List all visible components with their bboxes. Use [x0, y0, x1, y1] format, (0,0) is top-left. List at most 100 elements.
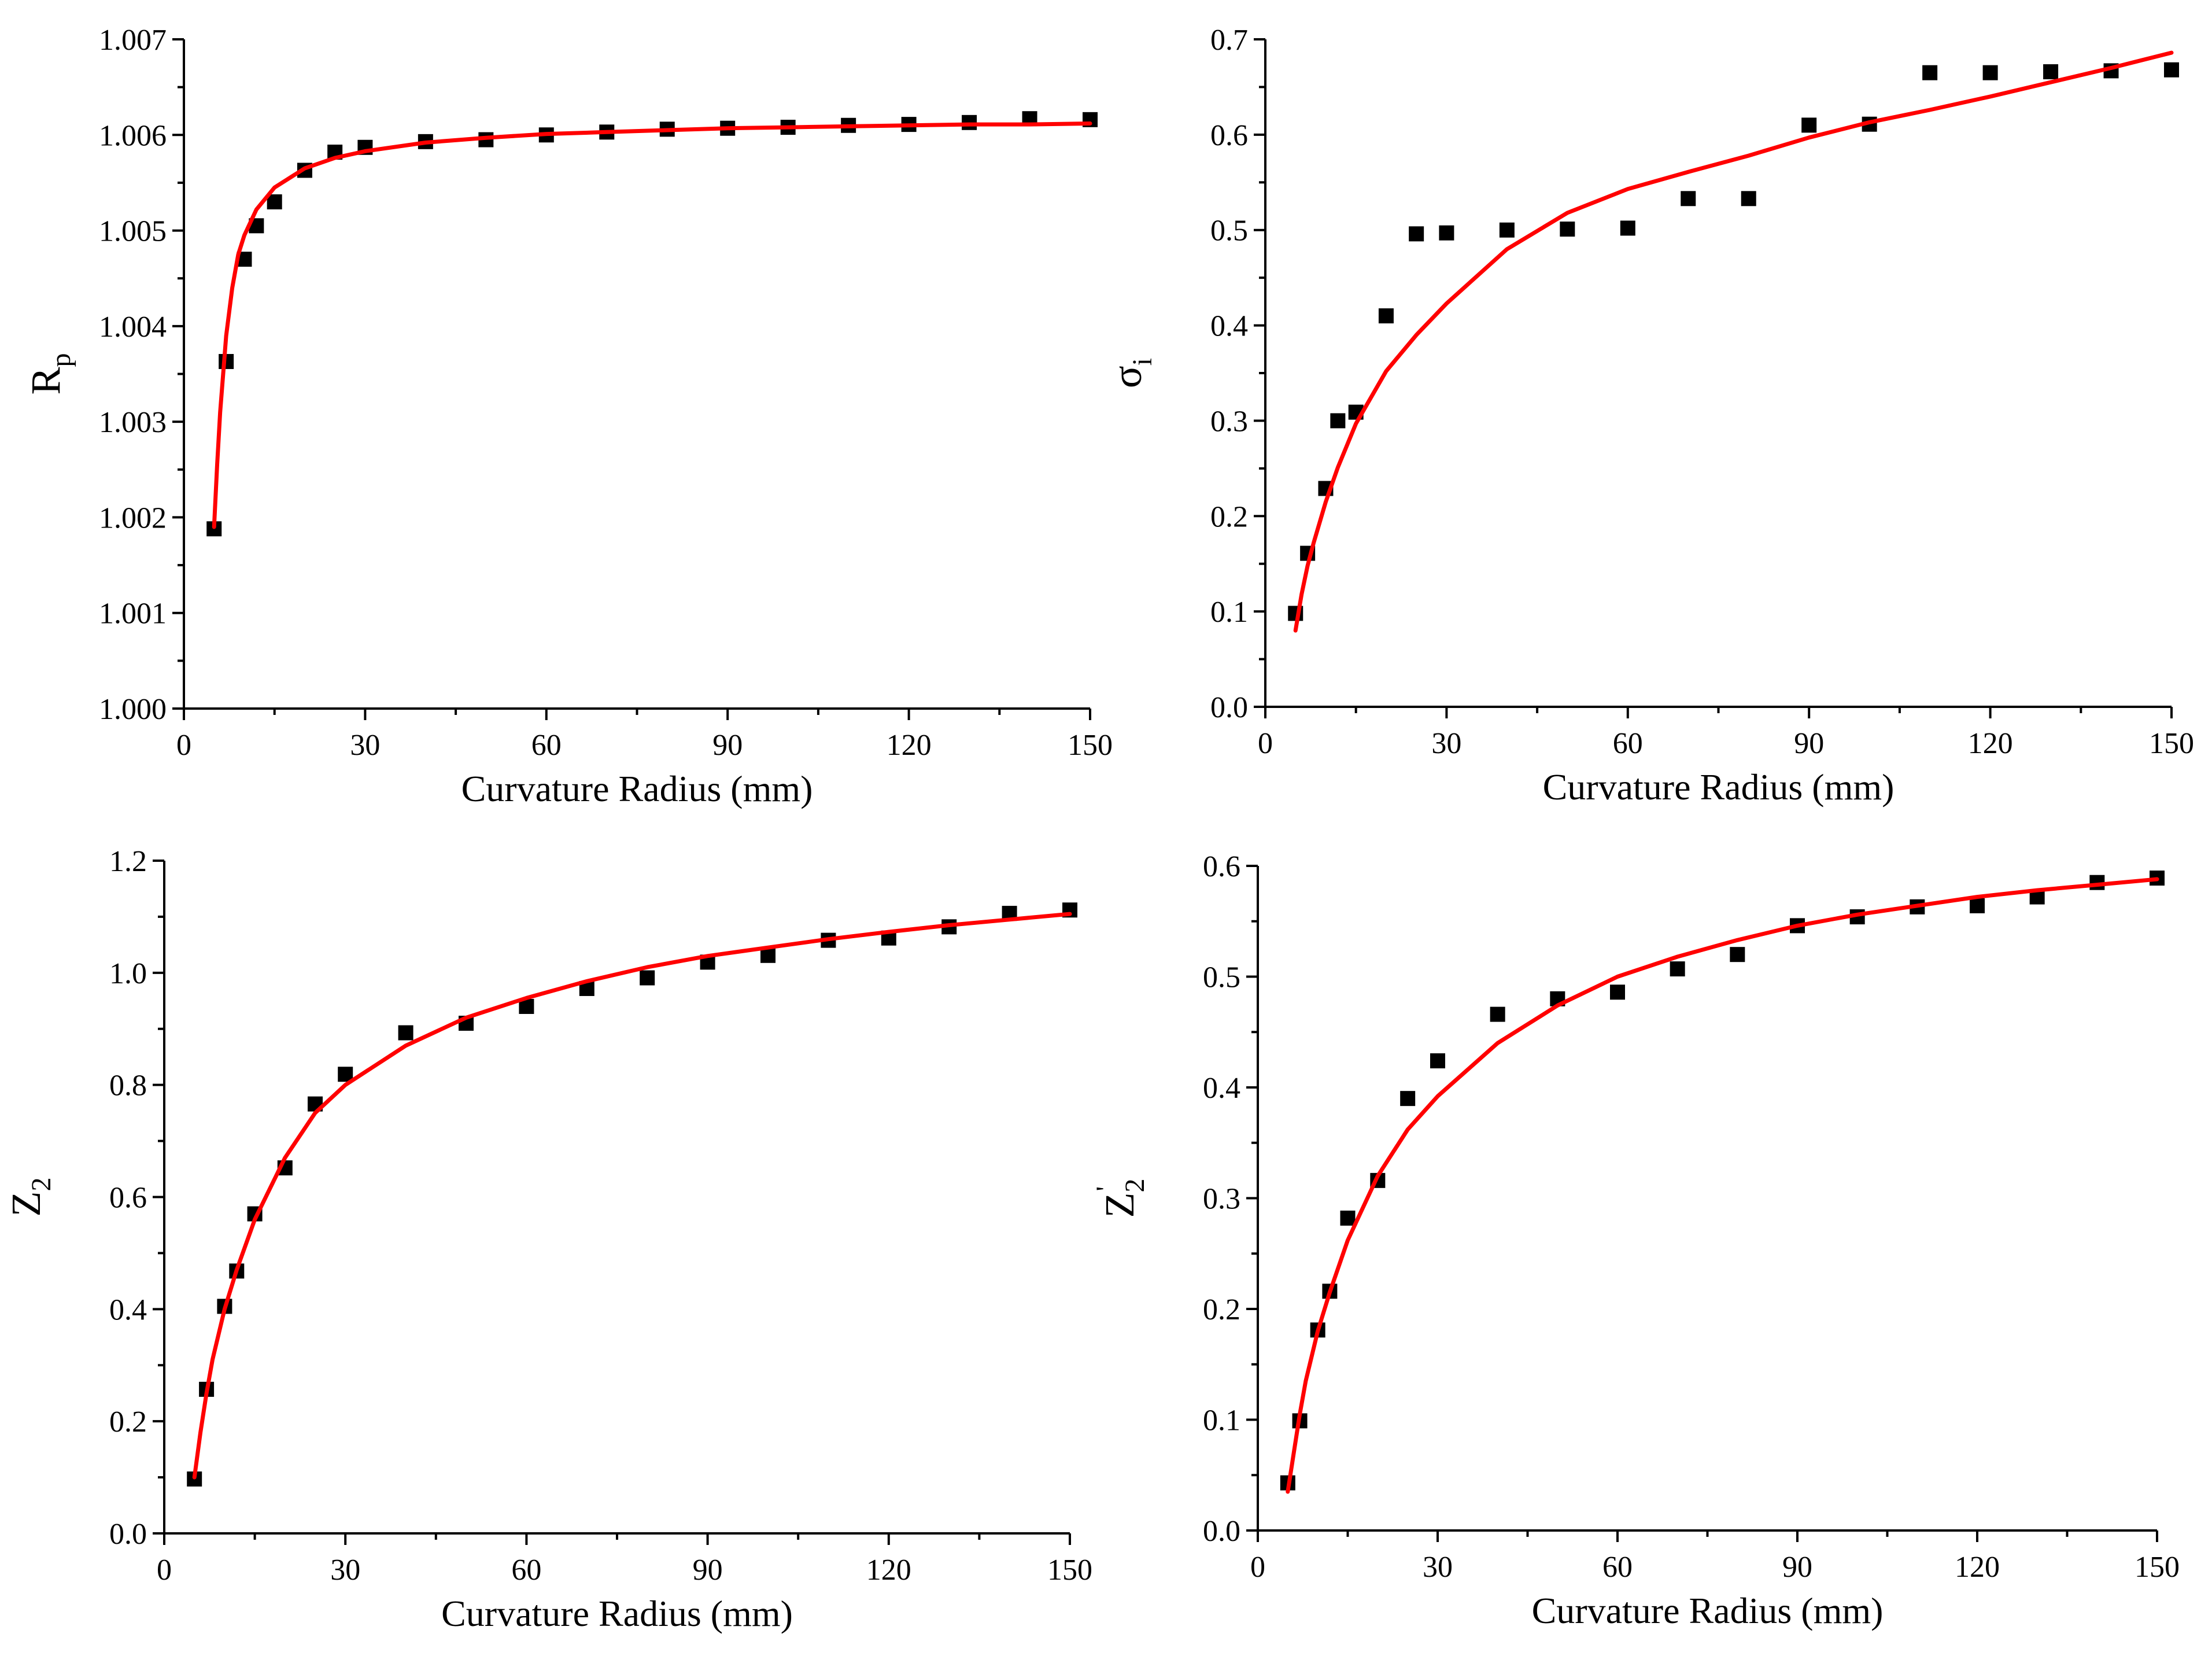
chart-panel-bottom-left: 0 30 60 90 120 150 0.0 0.2 0.4 0.6 0.8 1.0 1.2 Curvat… [3, 845, 1092, 1634]
y-tick-label: 1.002 [99, 501, 167, 534]
x-tick-label: 60 [531, 729, 562, 762]
data-point [1681, 191, 1696, 206]
data-point [1378, 308, 1394, 324]
data-point [1409, 226, 1424, 242]
y-tick-label: 0.8 [109, 1069, 147, 1102]
x-tick-label: 30 [1431, 727, 1461, 760]
x-tick-label: 120 [866, 1554, 911, 1587]
y-axis-title-main: Z [1096, 1193, 1143, 1218]
data-point [1490, 1006, 1505, 1022]
y-tick-label: 0.5 [1203, 961, 1240, 994]
data-point [1340, 1210, 1356, 1226]
y-axis-title-main: σ [1104, 366, 1150, 388]
fit-curve [212, 121, 1092, 529]
x-tick-label: 30 [350, 729, 380, 762]
y-tick-label: 0.4 [109, 1293, 147, 1326]
y-axis-title-subscript: p [46, 353, 76, 367]
data-point [1801, 117, 1817, 133]
x-tick-label: 30 [1423, 1551, 1453, 1584]
y-tick-label: 1.006 [99, 119, 167, 152]
x-tick-label: 60 [1602, 1551, 1633, 1584]
x-tick-label: 60 [511, 1554, 541, 1587]
y-tick-label: 1.004 [99, 311, 167, 344]
x-tick-label: 0 [176, 729, 191, 762]
y-tick-label: 0.5 [1210, 215, 1248, 248]
data-point [1970, 898, 1985, 913]
y-tick-label: 0.2 [1210, 500, 1248, 533]
x-tick-label: 60 [1613, 727, 1643, 760]
data-point [1430, 1053, 1445, 1069]
y-tick-label: 0.0 [109, 1518, 147, 1551]
y-tick-label: 0.6 [109, 1182, 147, 1215]
data-point [1730, 947, 1745, 962]
fit-curve [1293, 50, 2174, 633]
y-axis-title-prime: ' [1091, 1186, 1121, 1192]
data-point [267, 194, 282, 209]
y-tick-label: 1.001 [99, 598, 167, 630]
x-tick-label: 0 [157, 1554, 172, 1587]
y-tick-label: 0.3 [1210, 405, 1248, 438]
y-tick-label: 1.2 [109, 845, 147, 878]
data-point [1400, 1091, 1416, 1107]
y-tick-label: 0.1 [1210, 596, 1248, 629]
y-tick-label: 0.0 [1203, 1515, 1240, 1548]
y-tick-label: 0.2 [109, 1406, 147, 1439]
x-tick-label: 0 [1250, 1551, 1265, 1584]
x-axis-title: Curvature Radius (mm) [1532, 1590, 1884, 1631]
y-tick-label: 0.6 [1203, 850, 1240, 883]
y-tick-label: 1.000 [99, 693, 167, 726]
fit-curve [1286, 877, 2159, 1494]
y-tick-label: 0.1 [1203, 1404, 1240, 1437]
data-point [1620, 220, 1635, 236]
y-axis-title: σi [1104, 358, 1158, 388]
y-axis-title-subscript: i [1127, 358, 1158, 366]
data-point [2043, 64, 2059, 80]
x-tick-label: 150 [2135, 1551, 2180, 1584]
y-axis-title-main: R [23, 367, 69, 394]
fit-curve [192, 912, 1072, 1480]
y-tick-label: 1.007 [99, 24, 167, 57]
y-tick-label: 0.3 [1203, 1183, 1240, 1216]
x-tick-label: 90 [1794, 727, 1824, 760]
data-point [1670, 961, 1685, 977]
chart-panel-top-left: 0 30 60 90 120 150 1.000 1.001 1.002 1.003 1.004 1.… [23, 24, 1113, 809]
y-tick-label: 0.7 [1210, 24, 1248, 57]
x-tick-label: 30 [330, 1554, 360, 1587]
x-tick-label: 150 [1047, 1554, 1092, 1587]
x-tick-label: 120 [1955, 1551, 2000, 1584]
x-tick-label: 150 [1068, 729, 1113, 762]
data-point [1330, 413, 1346, 429]
data-point [2164, 62, 2179, 78]
y-tick-label: 0.0 [1210, 691, 1248, 724]
x-tick-label: 120 [1968, 727, 2013, 760]
y-axis-title: Z2' [1091, 1179, 1150, 1218]
y-axis-title-subscript: 2 [26, 1178, 57, 1192]
data-point [1982, 65, 1998, 80]
x-tick-label: 90 [712, 729, 743, 762]
data-point [1741, 191, 1756, 206]
x-tick-label: 90 [693, 1554, 723, 1587]
x-axis-title: Curvature Radius (mm) [461, 768, 813, 809]
x-tick-label: 90 [1782, 1551, 1812, 1584]
y-tick-label: 1.003 [99, 406, 167, 439]
data-point [1560, 222, 1575, 237]
y-tick-label: 1.0 [109, 957, 147, 990]
data-point [1499, 222, 1515, 238]
y-axis-title: Rp [23, 353, 76, 394]
y-tick-label: 0.4 [1203, 1072, 1240, 1105]
data-point [640, 970, 655, 986]
data-point [1439, 225, 1454, 241]
data-point [398, 1025, 413, 1041]
y-tick-label: 0.4 [1210, 310, 1248, 343]
data-point [1610, 984, 1625, 1000]
x-tick-label: 0 [1258, 727, 1273, 760]
y-axis-title-subscript: 2 [1120, 1179, 1150, 1193]
data-point [1922, 65, 1938, 80]
y-tick-label: 1.005 [99, 215, 167, 248]
x-axis-title: Curvature Radius (mm) [441, 1593, 793, 1634]
y-axis-title-main: Z [3, 1192, 49, 1217]
y-tick-label: 0.2 [1203, 1293, 1240, 1326]
y-axis-title: Z2 [3, 1178, 57, 1217]
x-tick-label: 120 [887, 729, 932, 762]
